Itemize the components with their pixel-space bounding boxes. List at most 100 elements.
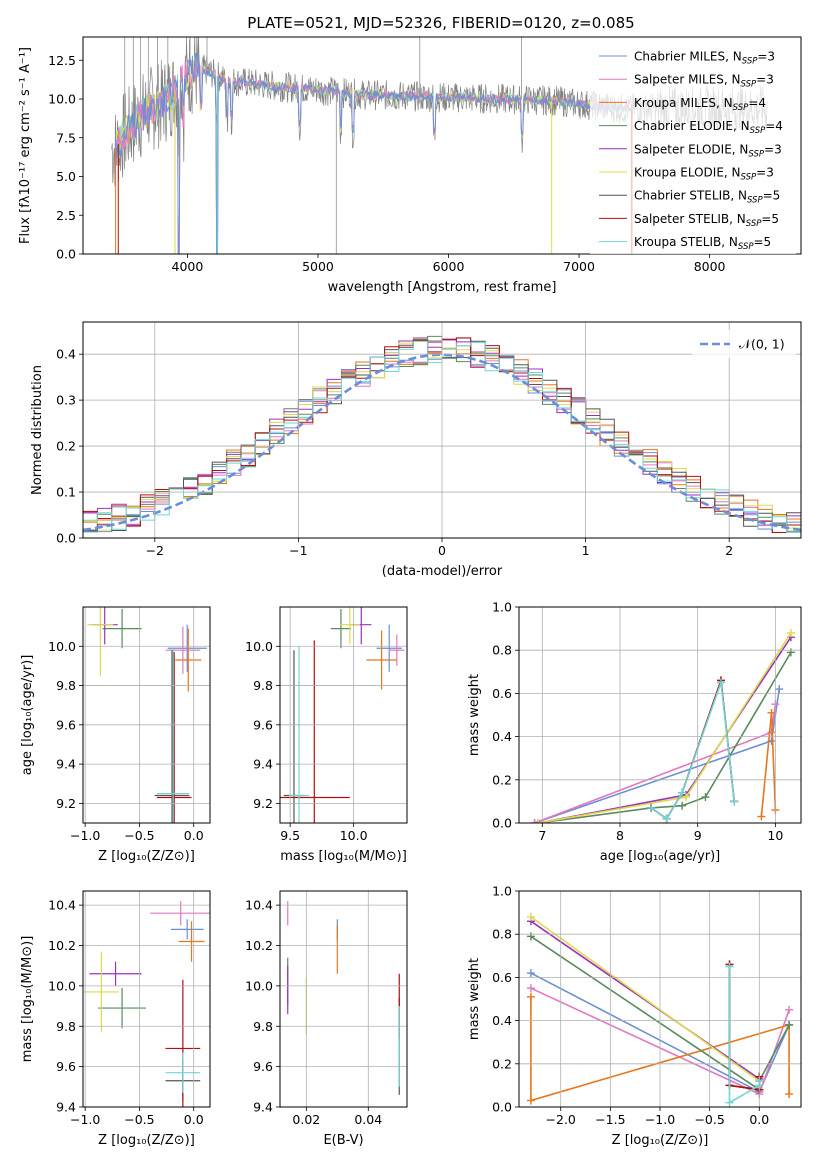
y-tick-label: 0.2 xyxy=(492,1056,512,1071)
y-tick-label: 12.5 xyxy=(48,53,76,68)
x-axis-label: age [log₁₀(age/yr)] xyxy=(600,849,721,864)
y-axis-label: age [log₁₀(age/yr)] xyxy=(20,655,35,776)
y-tick-label: 9.4 xyxy=(253,1100,273,1115)
y-tick-label: 0.4 xyxy=(492,729,512,744)
axes-frame xyxy=(82,606,211,824)
x-tick-label: 0 xyxy=(438,543,446,558)
y-tick-label: 0.3 xyxy=(56,393,76,408)
errorbar-chabrier_miles xyxy=(167,624,207,672)
legend-label-sub: SSP xyxy=(741,80,757,90)
legend-entry: Chabrier ELODIE, NSSP=4 xyxy=(599,119,783,136)
errorbar-kroupa_stelib xyxy=(288,646,310,823)
x-axis-label: E(B-V) xyxy=(323,1133,363,1148)
y-tick-label: 10.4 xyxy=(245,898,273,913)
errorbar-kroupa_elodie xyxy=(339,607,361,645)
legend-label-main: Kroupa MILES, N xyxy=(634,96,733,110)
legend-label: Chabrier ELODIE, NSSP=4 xyxy=(634,119,783,136)
panel-residuals: −2 −1 0 1 2 0.0 0.1 0.2 0.3 0.4 (data-model)/error… xyxy=(30,321,802,579)
legend-entry: Kroupa MILES, NSSP=4 xyxy=(599,96,766,113)
legend-label-main: Kroupa STELIB, N xyxy=(634,235,738,249)
x-axis-label: mass [log₁₀(M/M⊙)] xyxy=(280,849,407,864)
y-axis-label: Flux [fλ10⁻¹⁷ erg cm⁻² s⁻¹ A⁻¹] xyxy=(18,47,33,244)
x-tick-label: −1 xyxy=(289,543,307,558)
legend-label: Chabrier STELIB, NSSP=5 xyxy=(634,189,780,206)
y-tick-label: 0.0 xyxy=(56,247,76,262)
legend-label-sub: SSP xyxy=(746,219,762,229)
legend-entry: Chabrier MILES, NSSP=3 xyxy=(599,50,775,67)
errorbar-kroupa_elodie xyxy=(84,951,119,1033)
legend-entry: Salpeter ELODIE, NSSP=3 xyxy=(599,142,782,159)
x-tick-label: 8000 xyxy=(694,259,726,274)
y-tick-label: 0.2 xyxy=(56,439,76,454)
y-tick-label: 0.6 xyxy=(492,686,512,701)
panel-mass-weight-vs-age: 7 8 9 10 0.0 0.2 0.4 0.6 0.8 1.0 age [log₁₀(age/yr… xyxy=(467,600,802,864)
legend-entry: Salpeter MILES, NSSP=3 xyxy=(599,73,774,90)
x-tick-label: 5000 xyxy=(302,259,334,274)
x-axis-label: Z [log₁₀(Z/Z⊙)] xyxy=(98,849,195,864)
legend-label-main: Salpeter MILES, N xyxy=(634,73,741,87)
x-tick-label: −1.5 xyxy=(595,1112,625,1127)
legend-label: 𝒩(0, 1) xyxy=(739,337,785,352)
legend-label-suffix: =5 xyxy=(763,189,781,203)
axes-frame xyxy=(82,321,802,539)
x-tick-label: 0.0 xyxy=(184,828,204,843)
legend-entry: Chabrier STELIB, NSSP=5 xyxy=(599,189,780,206)
y-tick-label: 10.0 xyxy=(48,978,76,993)
legend: 𝒩(0, 1) xyxy=(692,330,796,358)
legend-label-suffix: =3 xyxy=(756,166,774,180)
errorbar-chabrier_elodie xyxy=(98,987,146,1029)
axes-frame xyxy=(82,890,211,1108)
y-tick-label: 0.0 xyxy=(56,531,76,546)
x-tick-label: 10.0 xyxy=(340,828,368,843)
figure-title: PLATE=0521, MJD=52326, FIBERID=0120, z=0… xyxy=(247,14,634,32)
errorbar-kroupa_elodie xyxy=(87,607,114,676)
x-tick-label: 9.5 xyxy=(280,828,300,843)
legend-label-sub: SSP xyxy=(748,149,764,159)
y-axis-label: mass weight xyxy=(467,958,482,1040)
legend-label-main: Chabrier STELIB, N xyxy=(634,189,747,203)
legend-label-main: Chabrier MILES, N xyxy=(634,50,742,64)
y-tick-label: 9.6 xyxy=(253,717,273,732)
legend-box xyxy=(692,330,796,358)
y-tick-label: 2.5 xyxy=(56,208,76,223)
x-axis-label: Z [log₁₀(Z/Z⊙)] xyxy=(612,1133,709,1148)
y-tick-label: 9.4 xyxy=(253,757,273,772)
y-tick-label: 10.0 xyxy=(245,639,273,654)
legend-label-suffix: =5 xyxy=(754,235,772,249)
y-axis-label: mass weight xyxy=(467,674,482,756)
y-tick-label: 1.0 xyxy=(492,600,512,615)
y-tick-label: 9.6 xyxy=(253,1059,273,1074)
legend-label-suffix: =3 xyxy=(764,142,782,156)
legend-entry: Kroupa STELIB, NSSP=5 xyxy=(599,235,771,252)
y-tick-label: 0.1 xyxy=(56,485,76,500)
legend-label-suffix: =5 xyxy=(761,212,779,226)
y-tick-label: 1.0 xyxy=(492,884,512,899)
legend-label-sub: SSP xyxy=(742,57,758,67)
y-tick-label: 0.4 xyxy=(56,347,76,362)
errorbar-kroupa_stelib xyxy=(156,648,190,823)
legend-label-main: Salpeter ELODIE, N xyxy=(634,142,748,156)
y-tick-label: 9.8 xyxy=(253,678,273,693)
x-tick-label: 10 xyxy=(767,828,783,843)
legend-label-sub: SSP xyxy=(733,103,749,113)
y-tick-label: 0.6 xyxy=(492,970,512,985)
errorbar-kroupa_miles xyxy=(366,630,397,690)
axes-frame xyxy=(518,890,802,1108)
panel-mass-vs-Z: −1.0 −0.5 0.0 9.4 9.6 9.8 10.0 10.2 10.4 Z [log₁₀… xyxy=(20,890,211,1148)
errorbar-chabrier_stelib xyxy=(154,650,190,823)
errorbar-kroupa_stelib xyxy=(165,1052,201,1093)
x-tick-label: 0.0 xyxy=(184,1112,204,1127)
y-axis-label: mass [log₁₀(M/M⊙)] xyxy=(20,936,35,1063)
errorbar-chabrier_elodie xyxy=(102,608,142,649)
legend-label-sub: SSP xyxy=(741,173,757,183)
x-tick-label: 4000 xyxy=(172,259,204,274)
x-tick-label: −1.0 xyxy=(70,828,100,843)
y-tick-label: 0.0 xyxy=(492,816,512,831)
axes-frame xyxy=(279,890,408,1108)
legend-label: Kroupa MILES, NSSP=4 xyxy=(634,96,766,113)
plot-area xyxy=(280,607,405,823)
errorbar-chabrier_elodie xyxy=(330,608,352,649)
x-axis-label: Z [log₁₀(Z/Z⊙)] xyxy=(98,1133,195,1148)
x-tick-label: 0.0 xyxy=(749,1112,769,1127)
